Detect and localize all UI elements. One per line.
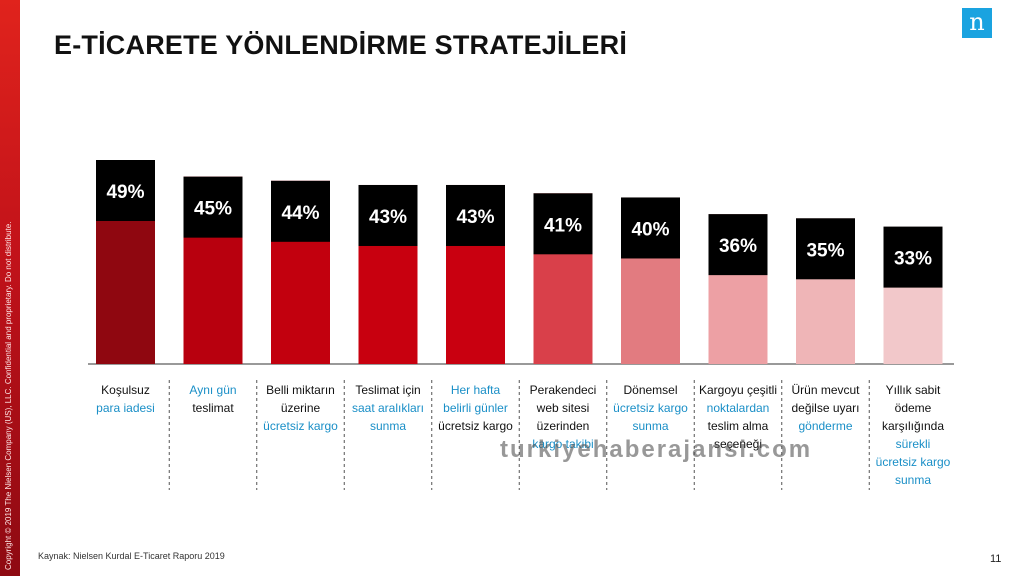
page-number: 11 (990, 553, 1002, 565)
category-label-line: Aynı gün (189, 383, 236, 397)
bar-group: 49% (96, 160, 155, 364)
value-label-box (446, 184, 505, 246)
bar-group: 43% (446, 184, 505, 364)
category-label-line: karşılığında (882, 419, 944, 433)
value-label: 35% (806, 240, 844, 261)
category-label-line: gönderme (798, 419, 852, 433)
category-label-line: belirli günler (443, 401, 508, 415)
value-label: 36% (719, 236, 757, 257)
category-label-line: Perakendeci (530, 383, 597, 397)
bar-group: 40% (621, 197, 680, 364)
category-label-line: Teslimat için (355, 383, 420, 397)
value-label: 45% (194, 199, 232, 220)
category-label-line: değilse uyarı (791, 401, 859, 415)
category-label-line: üzerine (281, 401, 321, 415)
category-label-line: Koşulsuz (101, 383, 150, 397)
category-label-line: web sitesi (536, 401, 590, 415)
category-label-line: ücretsiz kargo (613, 401, 688, 415)
value-label-box (358, 184, 418, 246)
category-label-line: ücretsiz kargo (876, 455, 951, 469)
value-label: 43% (456, 207, 494, 228)
value-label: 40% (631, 219, 669, 240)
category-label-line: Her hafta (451, 383, 501, 397)
category-label-line: üzerinden (537, 419, 590, 433)
value-label-box (708, 214, 768, 276)
nielsen-logo: n (962, 8, 992, 38)
brand-side-strip (0, 0, 20, 576)
category-label-line: Kargoyu çeşitli (699, 383, 777, 397)
category-label-line: noktalardan (707, 401, 770, 415)
category-label-line: para iadesi (96, 401, 155, 415)
bar-group: 45% (183, 176, 243, 364)
slide-title: E-TİCARETE YÖNLENDİRME STRATEJİLERİ (54, 30, 628, 60)
category-label-line: teslimat (192, 401, 234, 415)
value-label-box (796, 218, 855, 280)
category-label-line: sunma (370, 419, 406, 433)
category-label-line: sürekli (896, 437, 931, 451)
category-label-line: ücretsiz kargo (263, 419, 338, 433)
category-label-line: teslim alma (708, 419, 769, 433)
value-label-box (96, 160, 155, 221)
category-label-line: sunma (895, 473, 931, 487)
category-label-line: Ürün mevcut (791, 383, 860, 397)
category-label-line: seçeneği (714, 437, 762, 451)
category-label-line: ücretsiz kargo (438, 419, 513, 433)
bar-group: 36% (708, 214, 768, 364)
category-label-line: Dönemsel (623, 383, 677, 397)
value-label-box (271, 180, 330, 242)
source-note: Kaynak: Nielsen Kurdal E-Ticaret Raporu … (38, 551, 225, 561)
category-label-line: saat aralıkları (352, 401, 424, 415)
value-label: 43% (369, 207, 407, 228)
bar-group: 43% (358, 184, 418, 364)
bar-group: 35% (796, 218, 855, 364)
value-label-box (621, 197, 680, 259)
bar-group: 41% (533, 193, 593, 364)
value-label-box (883, 226, 943, 288)
value-label: 44% (281, 203, 319, 224)
category-label-line: sunma (632, 419, 668, 433)
value-label: 33% (894, 249, 932, 270)
category-label-line: ödeme (895, 401, 932, 415)
value-label: 41% (544, 215, 582, 236)
value-label: 49% (106, 182, 144, 203)
value-label-box (183, 176, 243, 238)
watermark: turkiyehaberajansi.com (500, 436, 813, 463)
category-label-line: kargo takibi (532, 437, 593, 451)
category-label-line: Yıllık sabit (886, 383, 941, 397)
bar-group: 44% (271, 180, 330, 364)
value-label-box (533, 193, 593, 255)
category-label-line: Belli miktarın (266, 383, 335, 397)
bar-group: 33% (883, 226, 943, 364)
